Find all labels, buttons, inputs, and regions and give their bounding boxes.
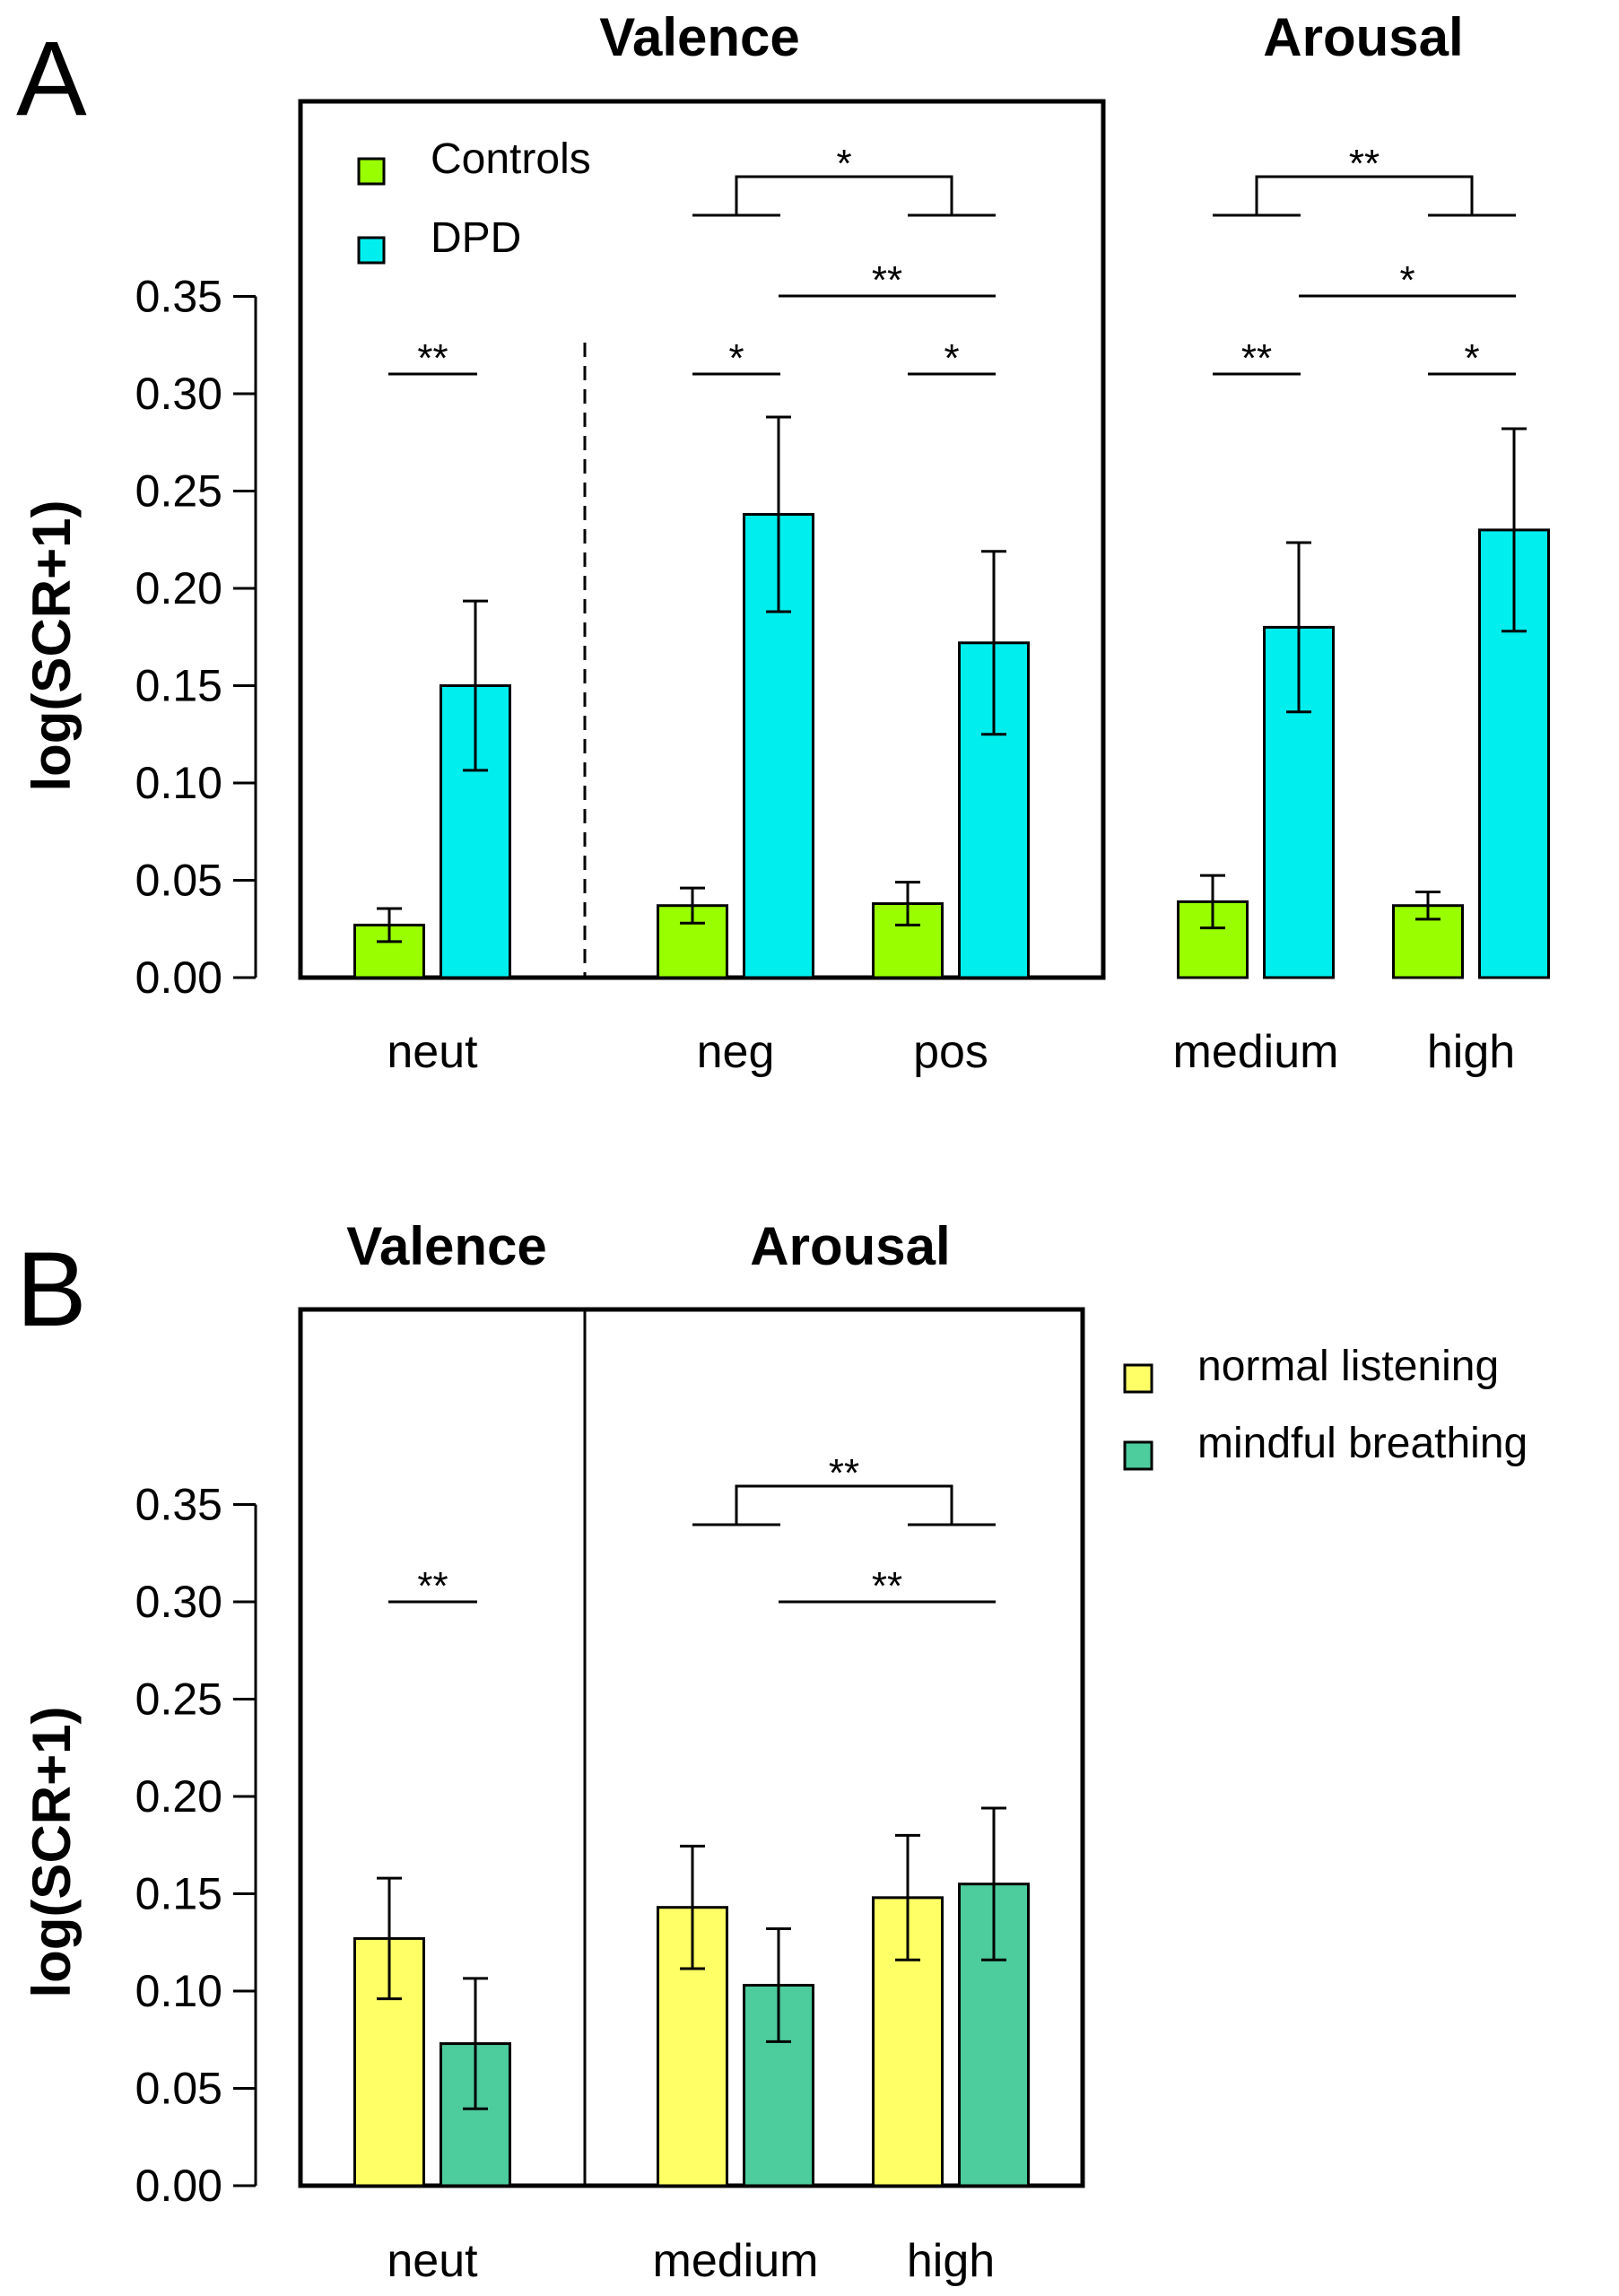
y-tick-label: 0.10: [135, 1966, 222, 2016]
significance-label: *: [836, 142, 851, 186]
y-tick-label: 0.30: [135, 369, 222, 419]
sig-bracket: [1255, 175, 1474, 215]
significance-label: *: [944, 336, 959, 380]
y-tick-label: 0.35: [135, 272, 222, 322]
legend-label: DPD: [431, 214, 521, 262]
significance-label: *: [728, 336, 744, 380]
y-axis-title: log(SCR+1): [22, 1706, 82, 1997]
y-tick-label: 0.25: [135, 466, 222, 517]
x-category-label: medium: [1173, 1026, 1339, 1078]
significance-label: **: [872, 258, 902, 302]
legend-swatch: [1123, 1440, 1153, 1471]
significance-label: **: [417, 336, 448, 380]
y-tick-label: 0.25: [135, 1674, 222, 1725]
sig-bracket: [735, 1484, 953, 1525]
y-tick-label: 0.20: [135, 563, 222, 613]
x-category-label: medium: [653, 2235, 819, 2287]
section-title-valence: Valence: [599, 7, 800, 67]
significance-label: **: [872, 1564, 902, 1608]
section-title-valence: Valence: [346, 1216, 547, 1276]
legend-label: mindful breathing: [1197, 1420, 1528, 1467]
y-tick-label: 0.00: [135, 952, 222, 1003]
panel-letter: B: [16, 1231, 87, 1349]
legend-label: normal listening: [1197, 1343, 1499, 1390]
y-tick-label: 0.05: [135, 856, 222, 906]
legend-swatch: [357, 236, 386, 265]
y-tick-label: 0.30: [135, 1577, 222, 1627]
significance-label: *: [1399, 258, 1414, 302]
significance-label: **: [1349, 142, 1380, 186]
x-category-label: high: [1427, 1026, 1515, 1078]
x-category-label: high: [907, 2235, 995, 2287]
legend-label: Controls: [431, 135, 591, 183]
y-tick-label: 0.05: [135, 2064, 222, 2114]
significance-label: *: [1464, 336, 1479, 380]
panel-b: B Valence Arousal log(SCR+1) 0.00 0.05 0.10 0.1…: [16, 1216, 1528, 2287]
section-title-arousal: Arousal: [1263, 7, 1463, 67]
legend-swatch: [1123, 1363, 1153, 1394]
panel-letter: A: [16, 20, 87, 138]
y-tick-label: 0.15: [135, 1869, 222, 1919]
y-tick-label: 0.20: [135, 1771, 222, 1822]
y-tick-label: 0.15: [135, 661, 222, 711]
significance-label: **: [417, 1564, 448, 1608]
significance-label: **: [1241, 336, 1272, 380]
x-category-label: neut: [387, 2235, 478, 2287]
bar-mindful-breathing-high: [958, 1883, 1030, 2187]
x-category-label: neut: [387, 1026, 478, 1078]
x-category-label: neg: [697, 1026, 775, 1078]
x-category-label: pos: [913, 1026, 988, 1078]
section-title-arousal: Arousal: [750, 1216, 950, 1276]
significance-label: **: [829, 1451, 859, 1495]
y-tick-label: 0.10: [135, 758, 222, 808]
y-tick-label: 0.00: [135, 2161, 222, 2211]
panel-a: A Valence Arousal log(SCR+1) 0.00 0.05 0.10 0.1…: [16, 7, 1550, 1078]
legend-swatch: [357, 157, 386, 186]
y-tick-label: 0.35: [135, 1480, 222, 1530]
y-axis-title: log(SCR+1): [22, 500, 82, 791]
sig-bracket: [735, 175, 953, 215]
